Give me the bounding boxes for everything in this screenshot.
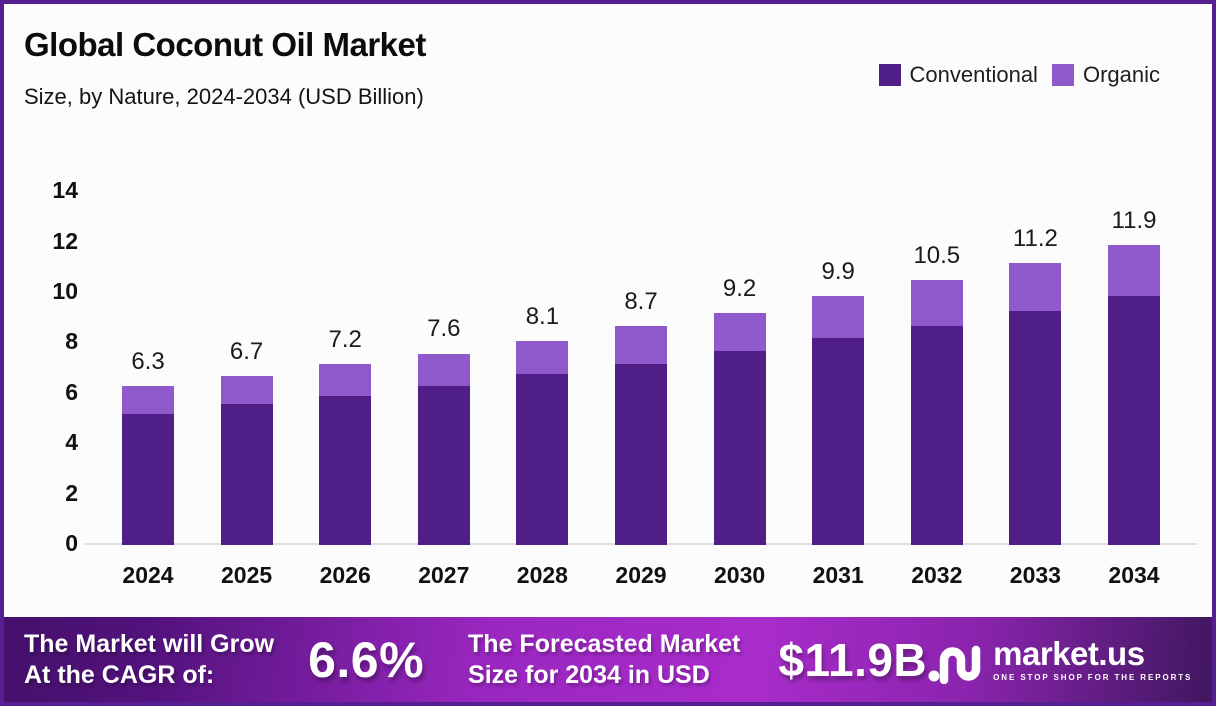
bar-2025-total-label: 6.7: [229, 338, 264, 366]
x-axis-label-2030: 2030: [714, 562, 766, 588]
bar-2029-conventional-segment: [615, 363, 667, 545]
page-subtitle: Size, by Nature, 2024-2034 (USD Billion): [24, 84, 424, 109]
bar-2034-organic-segment: [1108, 245, 1160, 296]
y-axis-tick-10: 10: [52, 278, 78, 304]
bar-2031-organic-segment: [812, 295, 865, 339]
bar-2032-conventional-segment: [910, 325, 963, 545]
x-axis-label-2029: 2029: [615, 562, 667, 588]
brand-tagline: ONE STOP SHOP FOR THE REPORTS: [993, 673, 1193, 682]
bar-2033-total-label: 11.2: [1012, 224, 1058, 252]
bar-2034-conventional-segment: [1108, 295, 1160, 545]
y-axis-tick-8: 8: [65, 328, 78, 355]
chart-canvas: Global Coconut Oil Market Size, by Natur…: [4, 4, 1212, 702]
forecast-label-line1: The Forecasted Market: [468, 630, 741, 658]
bar-2031-total-label: 9.9: [821, 257, 855, 285]
x-axis-label-2034: 2034: [1108, 562, 1160, 588]
bar-2028-total-label: 8.1: [525, 302, 560, 330]
x-axis-label-2024: 2024: [122, 562, 174, 588]
bar-2024-conventional-segment: [122, 413, 174, 545]
bar-2029-total-label: 8.7: [624, 287, 658, 315]
y-axis-tick-4: 4: [65, 429, 78, 456]
bar-2026-conventional-segment: [319, 396, 372, 545]
y-axis-tick-0: 0: [65, 530, 78, 556]
forecast-value: $11.9B: [778, 633, 928, 686]
bar-2024-total-label: 6.3: [131, 348, 165, 376]
bar-2026-total-label: 7.2: [328, 325, 362, 353]
bar-2028-conventional-segment: [516, 373, 569, 545]
x-axis-label-2033: 2033: [1009, 562, 1061, 588]
forecast-label: The Forecasted Market Size for 2034 in U…: [468, 629, 740, 690]
footer-banner: The Market will Grow At the CAGR of: 6.6…: [4, 617, 1212, 702]
bar-2030-total-label: 9.2: [722, 275, 757, 303]
legend-item-conventional: Conventional: [878, 62, 1038, 88]
bar-2030-organic-segment: [713, 313, 766, 351]
x-axis-label-2028: 2028: [516, 562, 568, 588]
x-axis-label-2027: 2027: [418, 562, 470, 588]
cagr-label: The Market will Grow At the CAGR of:: [24, 629, 274, 690]
cagr-value: 6.6%: [308, 631, 425, 688]
y-axis-tick-2: 2: [65, 479, 78, 506]
bar-2028-organic-segment: [516, 340, 569, 374]
legend-label-organic: Organic: [1082, 62, 1160, 87]
bar-2025-conventional-segment: [220, 403, 273, 545]
organic-swatch: [1051, 64, 1074, 86]
page-title: Global Coconut Oil Market: [24, 26, 426, 63]
cagr-label-line2: At the CAGR of:: [24, 660, 215, 689]
bar-2032-total-label: 10.5: [913, 242, 961, 270]
bar-2029-organic-segment: [615, 325, 667, 364]
conventional-swatch: [878, 64, 901, 86]
x-axis-label-2025: 2025: [221, 562, 273, 588]
bar-2026-organic-segment: [319, 363, 372, 397]
bar-2033-conventional-segment: [1009, 310, 1062, 545]
bar-2032-organic-segment: [910, 280, 963, 326]
bar-chart-plot: 0 2 4 6 8 10 12 14 6.3 2024 6.7 2025 7.2 2026 7.6 2027 8…: [4, 4, 1212, 702]
legend-item-organic: Organic: [1051, 62, 1160, 88]
brand-logo: market.us ONE STOP SHOP FOR THE REPORTS: [927, 636, 1192, 684]
bar-2033-organic-segment: [1009, 262, 1062, 311]
legend-label-conventional: Conventional: [909, 62, 1038, 87]
brand-name: market.us: [993, 635, 1145, 672]
marketus-squiggle-icon: [928, 645, 981, 684]
bar-2031-conventional-segment: [812, 338, 865, 545]
forecast-label-line2: Size for 2034 in USD: [468, 660, 710, 689]
legend: Conventional Organic: [878, 62, 1160, 88]
bar-2027-conventional-segment: [417, 386, 470, 545]
x-axis-label-2031: 2031: [812, 562, 864, 588]
bar-2030-conventional-segment: [713, 350, 766, 545]
bar-2034-total-label: 11.9: [1111, 207, 1157, 235]
y-axis-tick-12: 12: [52, 227, 78, 254]
x-axis-label-2026: 2026: [319, 562, 371, 588]
y-axis-tick-14: 14: [52, 177, 78, 204]
bar-2027-total-label: 7.6: [427, 315, 461, 343]
brand-text: market.us ONE STOP SHOP FOR THE REPORTS: [993, 637, 1192, 682]
y-axis-tick-6: 6: [65, 378, 78, 405]
x-axis-label-2032: 2032: [911, 562, 963, 588]
cagr-label-line1: The Market will Grow: [24, 630, 275, 658]
bar-2025-organic-segment: [220, 376, 273, 404]
bar-2027-organic-segment: [417, 353, 470, 387]
bar-2024-organic-segment: [122, 386, 174, 414]
